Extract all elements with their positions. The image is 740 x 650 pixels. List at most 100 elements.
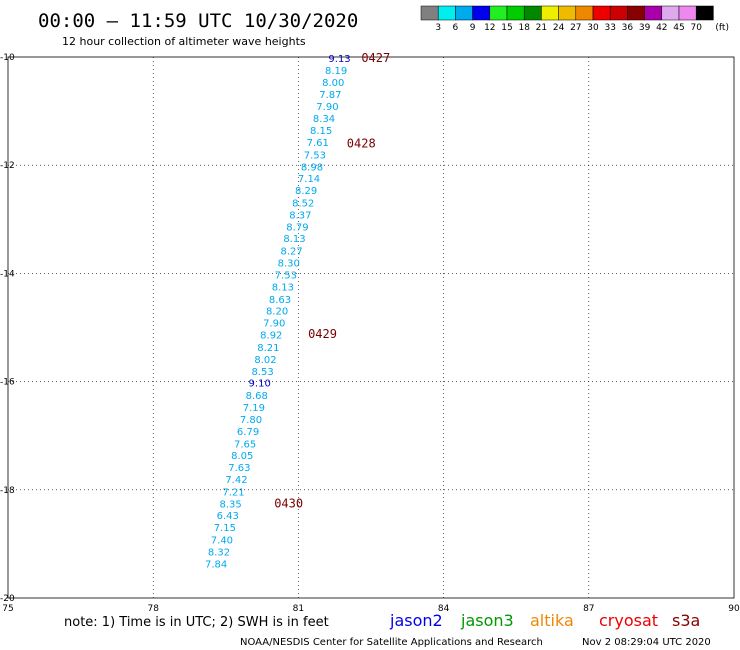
legend-swatch	[506, 5, 525, 21]
plot-frame	[7, 56, 735, 599]
y-tick-label: -16	[0, 378, 15, 388]
satellite-jason2: jason2	[389, 611, 443, 630]
wave-height-value: 8.19	[325, 66, 347, 77]
legend-label: 70	[690, 23, 702, 33]
legend-swatch	[592, 5, 611, 21]
legend-swatch	[609, 5, 628, 21]
wave-height-value: 8.98	[301, 162, 323, 173]
wave-height-value: 8.79	[286, 222, 308, 233]
x-tick-label: 90	[728, 604, 740, 614]
legend-label: 36	[622, 23, 634, 33]
wave-height-value: 8.20	[266, 307, 288, 318]
x-tick-label: 75	[2, 604, 13, 614]
pass-time-label: 0427	[361, 51, 390, 65]
y-tick-label: -12	[0, 161, 15, 171]
x-tick-label: 81	[293, 604, 304, 614]
legend-label: 42	[656, 23, 667, 33]
wave-height-value: 8.29	[295, 186, 317, 197]
legend-label: 33	[604, 23, 615, 33]
legend-label: 45	[673, 23, 684, 33]
legend-label: 6	[453, 23, 459, 33]
wave-height-value: 7.53	[304, 150, 326, 161]
wave-height-value: 8.35	[220, 499, 242, 510]
note-text: note: 1) Time is in UTC; 2) SWH is in fe…	[64, 615, 329, 630]
legend-label: 27	[570, 23, 581, 33]
satellite-s3a: s3a	[672, 611, 700, 630]
wave-height-value: 7.14	[298, 174, 320, 185]
y-tick-label: -10	[0, 53, 15, 63]
legend-swatch	[627, 5, 645, 21]
y-tick-label: -20	[0, 594, 15, 604]
legend-label: 21	[536, 23, 547, 33]
wave-height-value: 8.34	[313, 114, 335, 125]
legend-swatch	[644, 5, 663, 21]
legend-swatch	[558, 5, 577, 21]
wave-height-value: 7.40	[211, 536, 233, 547]
legend-swatch	[541, 5, 559, 21]
wave-height-value: 7.87	[319, 90, 341, 101]
x-tick-label: 84	[438, 604, 450, 614]
y-tick-label: -18	[0, 486, 15, 496]
wave-height-value: 6.43	[217, 511, 239, 522]
wave-height-value: 8.00	[322, 78, 344, 89]
wave-height-value: 7.42	[225, 475, 247, 486]
wave-height-value: 7.80	[240, 415, 262, 426]
legend-swatch	[437, 5, 456, 21]
wave-height-value: 9.10	[249, 379, 271, 390]
legend-swatch	[661, 5, 680, 21]
wave-height-value: 7.63	[228, 463, 250, 474]
pass-time-label: 0428	[347, 137, 376, 151]
chart-subtitle: 12 hour collection of altimeter wave hei…	[62, 35, 306, 48]
satellite-altika: altika	[530, 611, 574, 630]
wave-height-value: 8.27	[280, 247, 302, 258]
wave-height-value: 8.13	[272, 282, 294, 293]
y-tick-label: -14	[0, 269, 15, 279]
wave-height-value: 7.61	[307, 138, 329, 149]
legend-swatch	[472, 5, 491, 21]
wave-height-value: 8.30	[278, 259, 300, 270]
legend-label: 15	[501, 23, 512, 33]
legend-swatch	[455, 5, 473, 21]
legend-label: 9	[470, 23, 476, 33]
legend-swatch	[420, 5, 439, 21]
wave-height-value: 8.02	[254, 355, 276, 366]
legend-label: 12	[484, 23, 495, 33]
satellite-jason3: jason3	[460, 611, 514, 630]
wave-height-value: 8.52	[292, 199, 314, 210]
legend-swatch	[678, 5, 697, 21]
wave-height-value: 6.79	[237, 427, 259, 438]
legend-label: 18	[518, 23, 530, 33]
satellite-legend: jason2 jason3 altika cryosat s3a	[389, 611, 700, 630]
wave-height-value: 7.90	[316, 102, 338, 113]
wave-height-value: 7.90	[263, 319, 285, 330]
chart-title: 00:00 – 11:59 UTC 10/30/2020	[38, 10, 358, 32]
plot-area: 75 78 81 84 87 90-10-12-14-16-18-209.138.198.…	[0, 51, 740, 614]
wave-height-value: 8.63	[269, 295, 291, 306]
wave-height-value: 8.21	[257, 343, 279, 354]
legend-swatch	[575, 5, 594, 21]
wave-height-value: 9.13	[328, 54, 350, 65]
x-tick-label: 78	[147, 604, 159, 614]
wave-height-value: 7.21	[222, 487, 244, 498]
wave-height-value: 7.53	[275, 270, 297, 281]
wave-height-value: 8.15	[310, 126, 332, 137]
wave-height-value: 7.65	[234, 439, 256, 450]
legend-label: 24	[553, 23, 565, 33]
legend-swatch	[695, 5, 714, 21]
wave-height-value: 7.19	[243, 403, 265, 414]
color-scale-legend: 3 6 9 12 15 18 21 24 27 30 33 36 39 42 45 70 (ft)	[420, 5, 729, 33]
wave-height-value: 8.68	[246, 391, 268, 402]
legend-label: 3	[435, 23, 441, 33]
wave-height-value: 8.32	[208, 547, 230, 558]
wave-height-value: 8.92	[260, 331, 282, 342]
legend-unit: (ft)	[715, 23, 729, 33]
footer-timestamp: Nov 2 08:29:04 UTC 2020	[582, 637, 711, 648]
x-tick-label: 87	[583, 604, 594, 614]
wave-height-value: 7.15	[214, 523, 236, 534]
pass-time-label: 0430	[274, 496, 303, 510]
wave-height-value: 8.37	[289, 210, 311, 221]
legend-swatch	[523, 5, 542, 21]
footer-credit: NOAA/NESDIS Center for Satellite Applica…	[240, 637, 543, 648]
wave-height-value: 7.84	[205, 559, 227, 570]
